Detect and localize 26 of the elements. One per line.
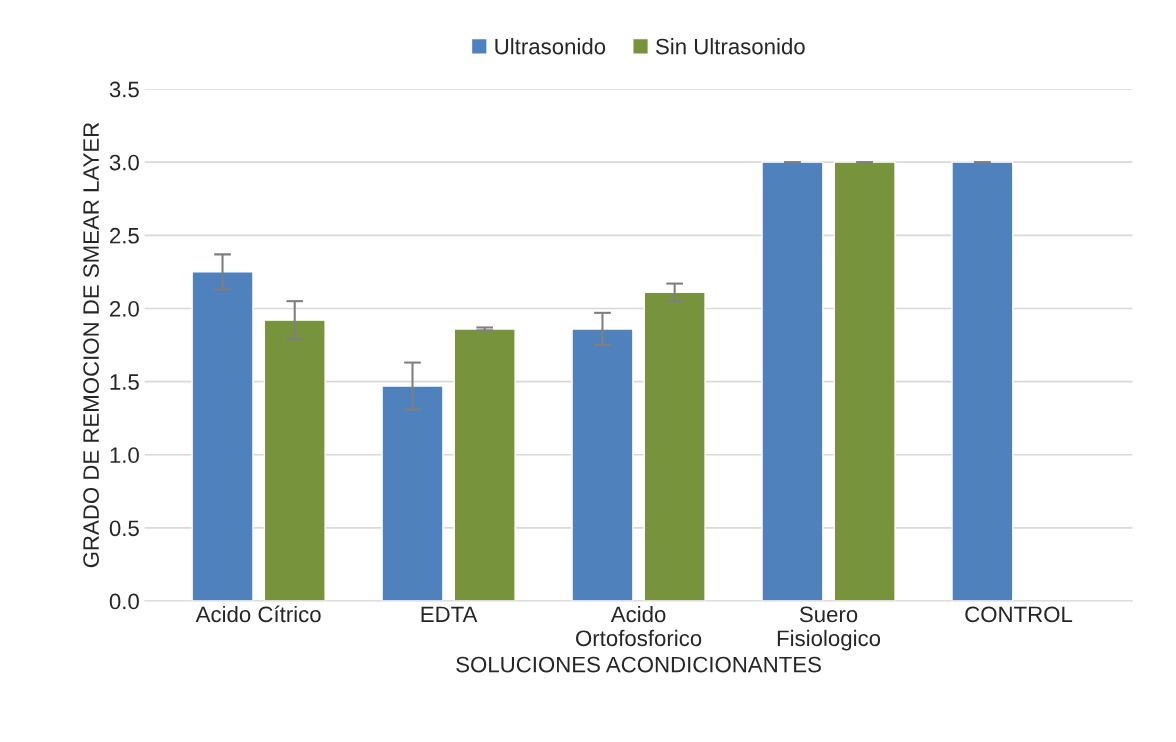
x-tick-label: Suero Fisiologico [777,606,881,651]
legend-label: Ultrasonido [495,38,606,55]
bar [951,161,1014,602]
bar [263,319,326,602]
bar [643,291,706,602]
x-tick-label: Acido Ortofosforico [576,605,702,647]
y-tick-label: 1.0 [110,447,139,464]
x-axis-title: SOLUCIONES ACONDICIONANTES [456,656,821,673]
bar [761,161,824,602]
bar [833,161,896,602]
y-tick-label: 2.0 [110,300,139,317]
y-tick-label: 2.5 [110,227,139,244]
bar [453,328,516,602]
x-tick-label: EDTA [421,606,478,622]
y-tick-label: 3.5 [109,81,139,98]
x-tick-label: Acido Cítrico [195,605,321,623]
y-axis-title: GRADO DE REMOCION DE SMEAR LAYER [83,122,99,568]
bar [191,271,254,602]
x-tick-label: CONTROL [965,606,1073,623]
bar [571,328,634,602]
legend-label: Sin Ultrasonido [655,38,805,55]
y-tick-label: 1.5 [110,374,139,390]
y-tick-label: 3.0 [109,154,139,171]
bar [381,385,444,602]
y-tick-label: 0.5 [109,520,139,537]
y-tick-label: 0.0 [109,593,139,610]
